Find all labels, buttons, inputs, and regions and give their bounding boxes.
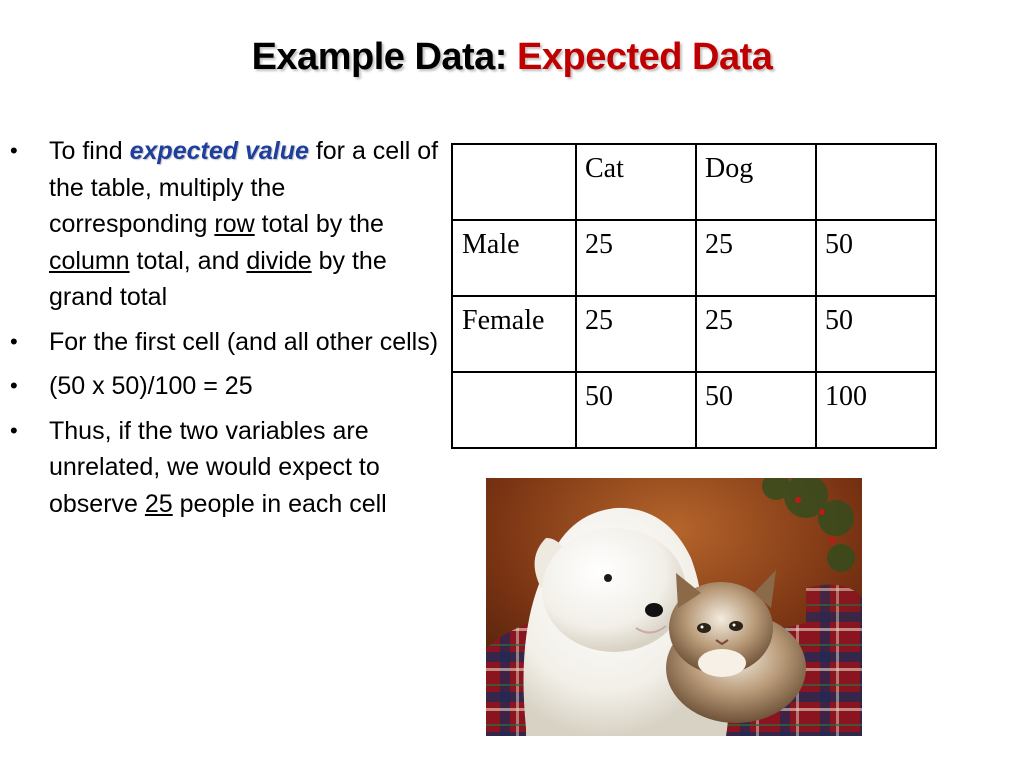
bullet-text: Thus, if the two variables are unrelated… xyxy=(49,416,380,518)
bullet-text: To find xyxy=(49,137,130,165)
title-part-1: Example Data: xyxy=(251,36,518,78)
table-cell xyxy=(815,143,937,221)
table-cell: 50 xyxy=(575,371,697,449)
contingency-table: Cat Dog Male 25 25 50 Female 25 25 50 50… xyxy=(451,143,937,449)
bullet-text: people in each cell xyxy=(172,489,387,518)
row-label-male: Male xyxy=(451,219,577,297)
table-cell: 50 xyxy=(815,295,937,373)
row-label-female: Female xyxy=(451,295,577,373)
puppy-kitten-photo xyxy=(486,478,862,736)
table-header-cat: Cat xyxy=(575,143,697,221)
bullet-dot: • xyxy=(10,328,18,354)
bullet-item: • Thus, if the two variables are unrelate… xyxy=(10,413,440,523)
underlined-word: column xyxy=(49,246,130,275)
table-cell: 25 xyxy=(575,219,697,297)
emphasized-term: expected value xyxy=(129,137,309,165)
puppy-kitten-illustration xyxy=(486,478,862,736)
bullet-item: • (50 x 50)/100 = 25 xyxy=(10,368,440,405)
bullet-list: • To find expected value for a cell of th… xyxy=(10,133,440,530)
table-row: 50 50 100 xyxy=(451,371,937,449)
bullet-item: • To find expected value for a cell of th… xyxy=(10,133,440,316)
table-row: Cat Dog xyxy=(451,143,937,221)
title-part-2: Expected Data xyxy=(517,36,773,78)
table-cell: 25 xyxy=(695,295,817,373)
underlined-word: divide xyxy=(246,246,312,275)
bullet-text: total by the xyxy=(254,210,384,238)
bullet-text: For the first cell (and all other cells) xyxy=(49,327,439,356)
bullet-dot: • xyxy=(10,138,18,163)
table-cell: 25 xyxy=(695,219,817,297)
table-row: Male 25 25 50 xyxy=(451,219,937,297)
bullet-item: • For the first cell (and all other cells… xyxy=(10,324,440,361)
table-cell xyxy=(451,143,577,221)
table-cell: 50 xyxy=(695,371,817,449)
bullet-text: (50 x 50)/100 = 25 xyxy=(49,372,253,400)
table-cell: 100 xyxy=(815,371,937,449)
bullet-text: by the grand total xyxy=(49,246,387,312)
table-cell: 50 xyxy=(815,219,937,297)
bullet-text: total, and xyxy=(129,246,247,275)
table-cell xyxy=(451,371,577,449)
underlined-word: 25 xyxy=(144,489,173,518)
table-cell: 25 xyxy=(575,295,697,373)
table-row: Female 25 25 50 xyxy=(451,295,937,373)
underlined-word: row xyxy=(214,210,255,238)
bullet-dot: • xyxy=(10,373,18,398)
slide-title: Example Data: Expected Data xyxy=(0,36,1024,79)
bullet-text: for a cell of the table, multiply the co… xyxy=(49,137,439,238)
bullet-dot: • xyxy=(10,417,18,443)
table-header-dog: Dog xyxy=(695,143,817,221)
